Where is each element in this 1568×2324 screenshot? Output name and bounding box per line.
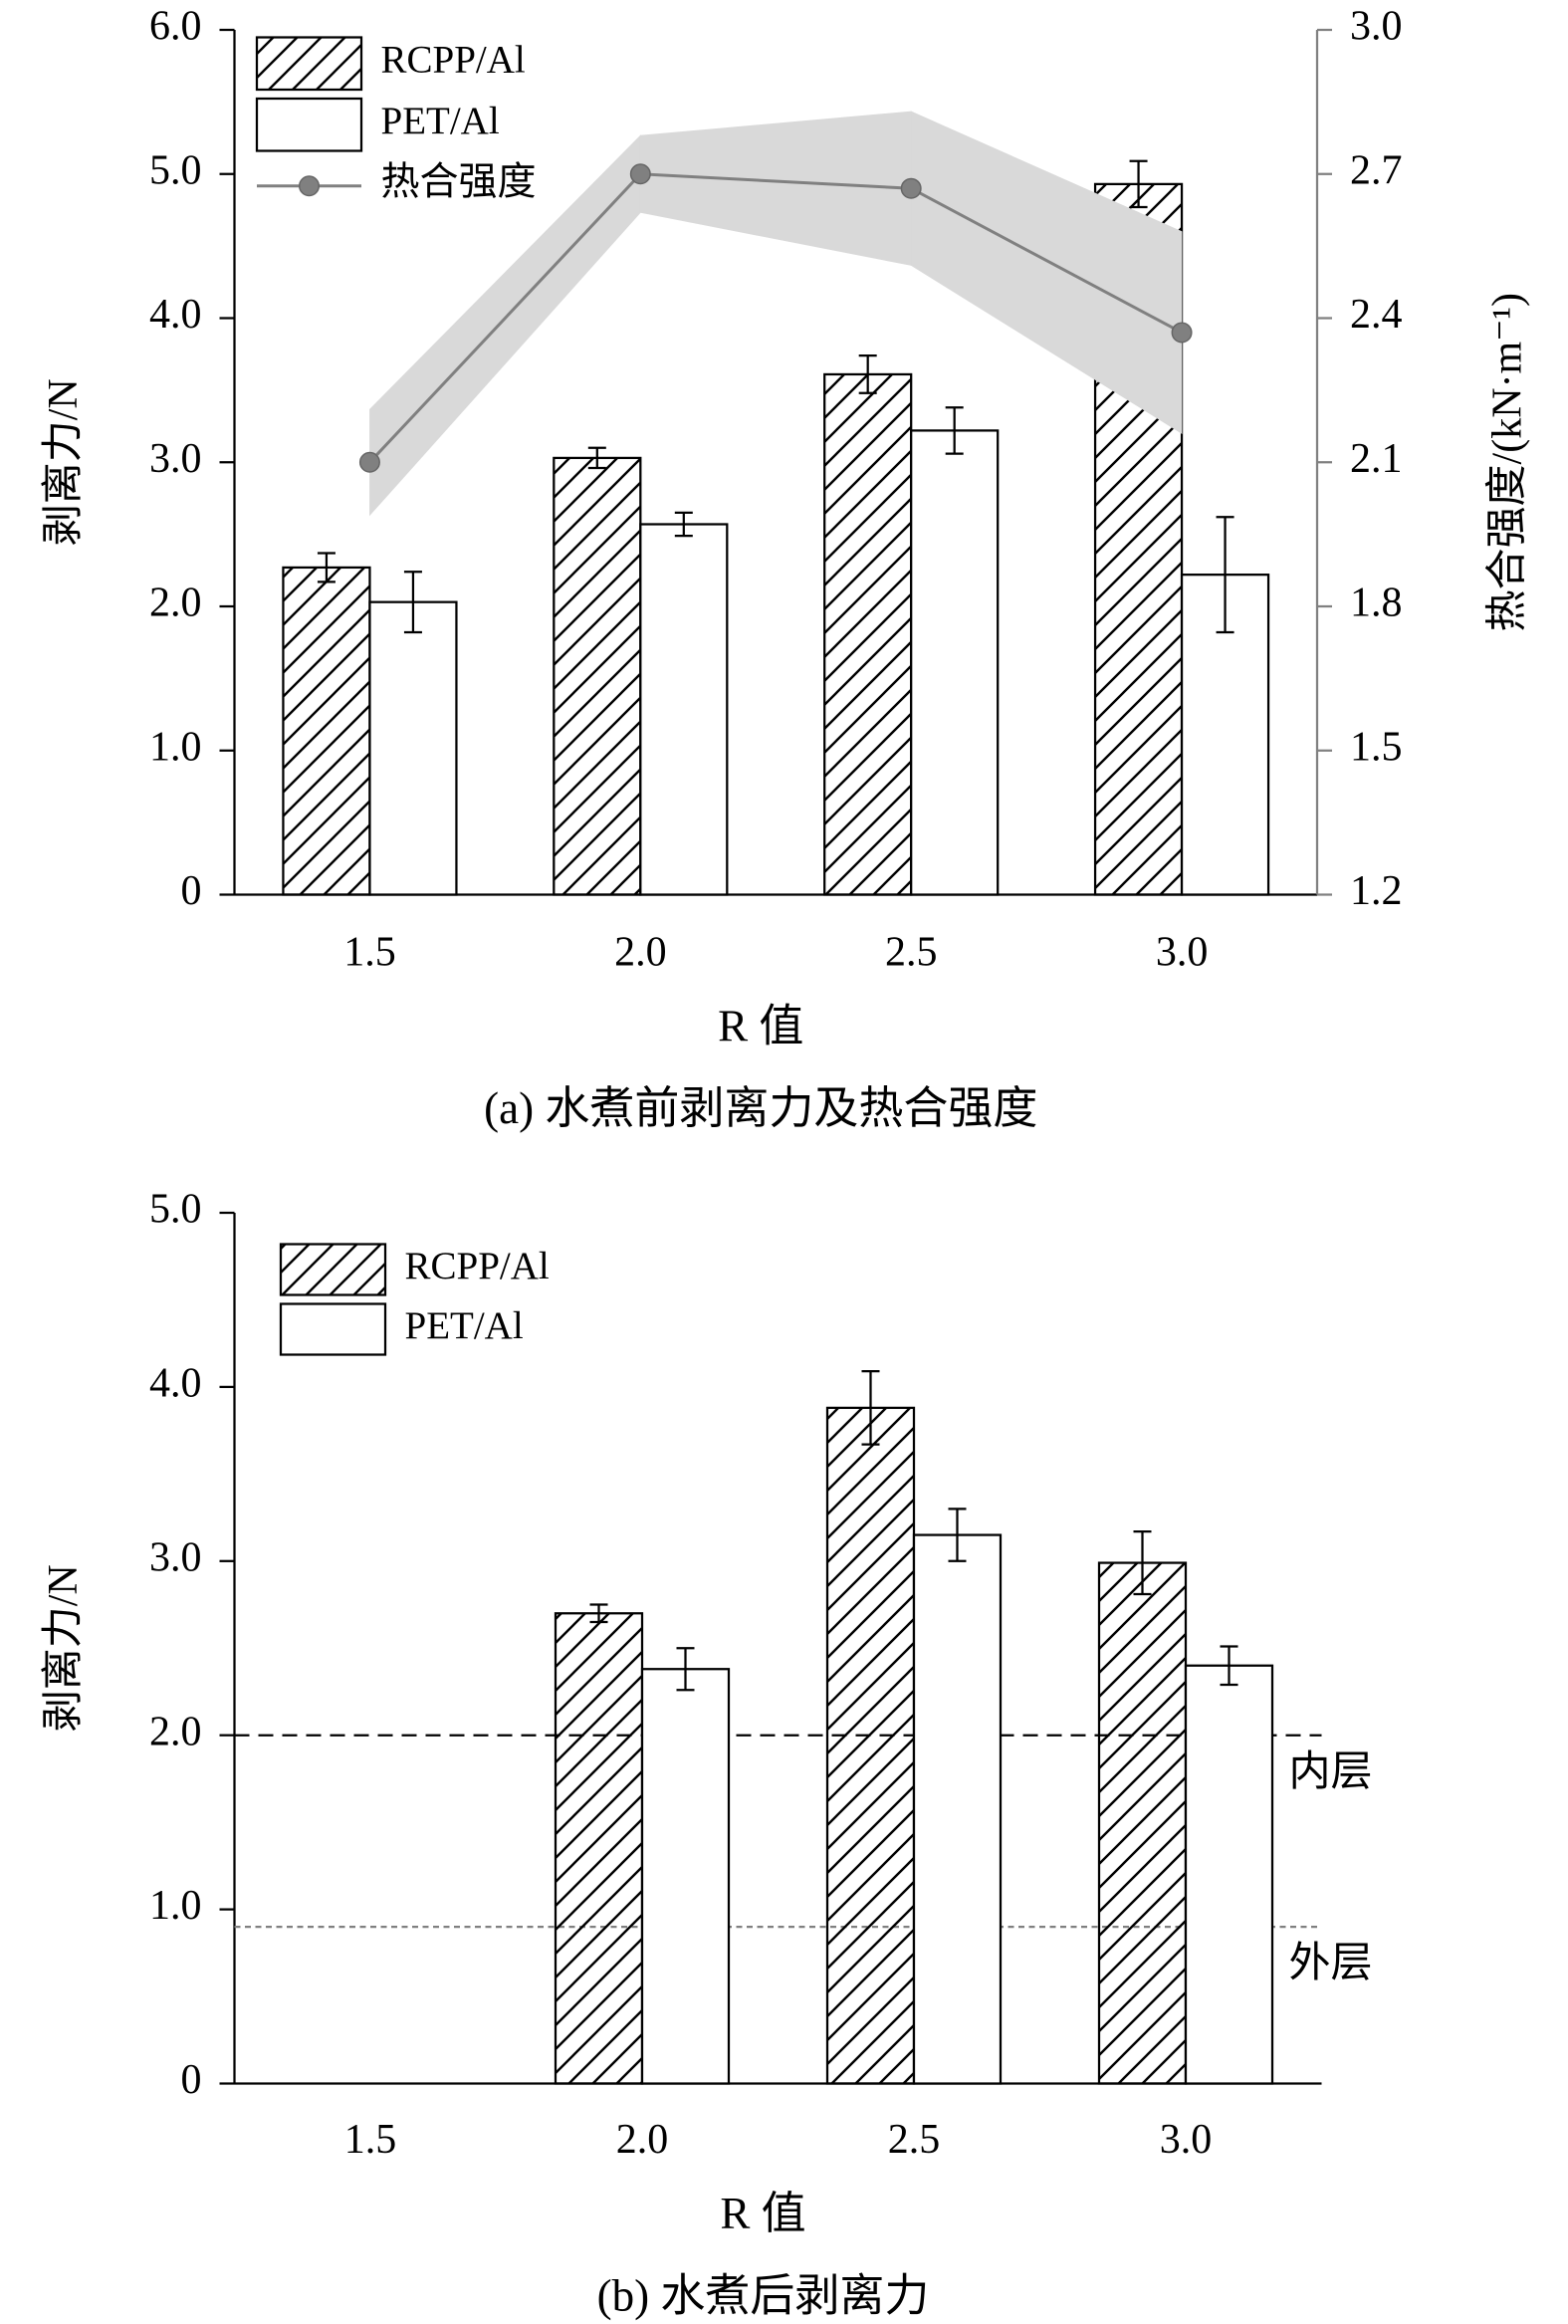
bar (640, 1668, 731, 2085)
bar (1184, 1664, 1274, 2085)
legend-label: RCPP/Al (405, 1245, 550, 1287)
legend-swatch (255, 36, 363, 92)
x-tick-label: 3.0 (1160, 2117, 1213, 2163)
line (368, 172, 1183, 464)
y2-tick-label: 2.4 (1350, 292, 1403, 338)
line-marker (1171, 322, 1193, 344)
bar (554, 1612, 644, 2085)
bar (910, 429, 1000, 896)
y-tick-label: 1.0 (149, 724, 202, 770)
y2-tick-label: 1.8 (1350, 581, 1403, 626)
y-tick-label: 3.0 (149, 1534, 202, 1580)
y2-tick-label: 1.2 (1350, 868, 1403, 914)
y-tick-label: 0 (181, 2057, 202, 2103)
legend-label: PET/Al (381, 100, 500, 142)
y2-tick-label: 1.5 (1350, 724, 1403, 770)
reference-label: 外层 (1289, 1941, 1373, 1986)
line-marker (629, 163, 651, 185)
x-tick-label: 1.5 (343, 930, 396, 976)
bar (1097, 1561, 1188, 2085)
legend-marker (299, 175, 320, 197)
legend-label: 热合强度 (381, 161, 537, 204)
legend-swatch (255, 97, 363, 152)
bar (912, 1533, 1003, 2085)
line-marker (900, 177, 922, 199)
y-tick-label: 0 (181, 868, 202, 914)
y-tick-label: 2.0 (149, 581, 202, 626)
y-tick-label: 4.0 (149, 1361, 202, 1407)
legend-label: PET/Al (405, 1304, 524, 1347)
x-tick-label: 2.0 (616, 2117, 669, 2163)
y-tick-label: 3.0 (149, 436, 202, 482)
y-tick-label: 5.0 (149, 1187, 202, 1233)
x-tick-label: 2.5 (885, 930, 938, 976)
x-axis-label: R 值 (720, 2189, 805, 2238)
y-tick-label: 1.0 (149, 1883, 202, 1929)
reference-label: 内层 (1289, 1749, 1373, 1795)
bar (553, 456, 642, 896)
y-tick-label: 6.0 (149, 4, 202, 50)
y2-axis-label: 热合强度/(kN·m⁻¹) (1485, 293, 1531, 631)
bar (639, 523, 729, 896)
x-tick-label: 2.0 (614, 930, 667, 976)
y2-tick-label: 2.7 (1350, 147, 1403, 193)
y-tick-label: 5.0 (149, 147, 202, 193)
confidence-band (910, 111, 1183, 434)
bar (282, 566, 371, 896)
y-tick-label: 2.0 (149, 1709, 202, 1754)
caption: (b) 水煮后剥离力 (597, 2270, 930, 2320)
legend-swatch (279, 1243, 387, 1296)
legend-swatch (279, 1302, 387, 1356)
caption: (a) 水煮前剥离力及热合强度 (484, 1083, 1037, 1133)
y-axis-label: 剥离力/N (40, 378, 87, 546)
line-marker (358, 451, 380, 473)
y2-tick-label: 3.0 (1350, 4, 1403, 50)
bar (368, 600, 458, 896)
y-axis-label: 剥离力/N (40, 1564, 87, 1732)
x-tick-label: 3.0 (1156, 930, 1209, 976)
bar (823, 372, 913, 896)
y-tick-label: 4.0 (149, 292, 202, 338)
x-axis-label: R 值 (718, 1001, 803, 1050)
bar (825, 1406, 916, 2085)
x-tick-label: 1.5 (344, 2117, 397, 2163)
y2-tick-label: 2.1 (1350, 436, 1403, 482)
legend-label: RCPP/Al (381, 39, 526, 82)
confidence-band (639, 111, 912, 266)
x-tick-label: 2.5 (888, 2117, 941, 2163)
